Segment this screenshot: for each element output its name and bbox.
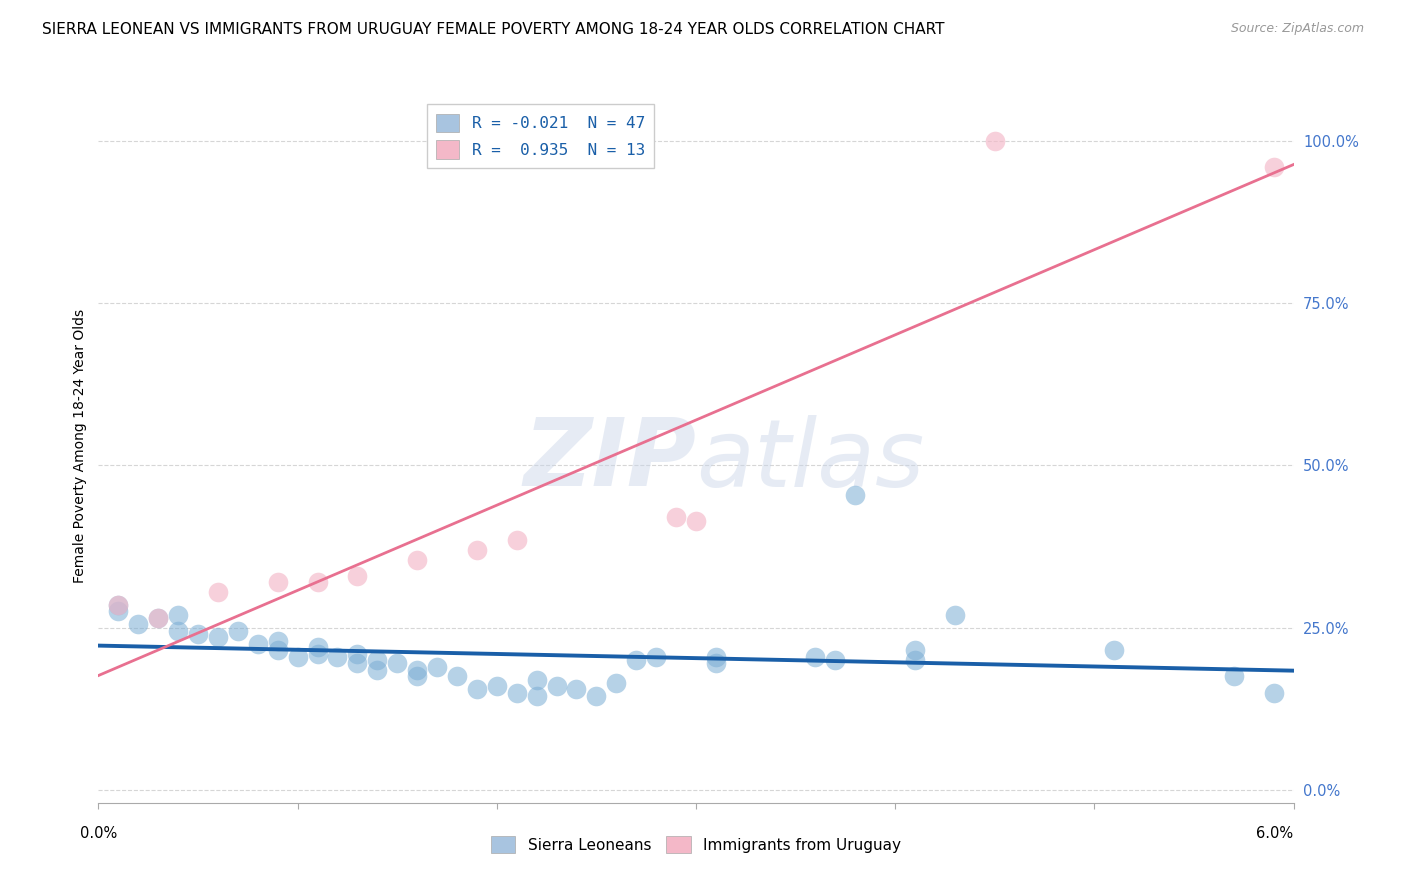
Point	[665, 510, 688, 524]
Point	[366, 663, 388, 677]
Point	[207, 585, 229, 599]
Point	[465, 542, 488, 557]
Point	[385, 657, 409, 671]
Text: 6.0%: 6.0%	[1257, 825, 1294, 840]
Text: ZIP: ZIP	[523, 414, 696, 507]
Point	[307, 647, 329, 661]
Point	[167, 607, 190, 622]
Text: Source: ZipAtlas.com: Source: ZipAtlas.com	[1230, 22, 1364, 36]
Text: SIERRA LEONEAN VS IMMIGRANTS FROM URUGUAY FEMALE POVERTY AMONG 18-24 YEAR OLDS C: SIERRA LEONEAN VS IMMIGRANTS FROM URUGUA…	[42, 22, 945, 37]
Point	[605, 675, 627, 690]
Point	[506, 685, 529, 699]
Point	[426, 659, 449, 673]
Point	[526, 673, 548, 687]
Point	[1223, 669, 1246, 683]
Point	[704, 649, 727, 664]
Point	[326, 649, 349, 664]
Point	[406, 552, 429, 566]
Point	[307, 640, 329, 654]
Point	[1263, 685, 1285, 699]
Text: 0.0%: 0.0%	[80, 825, 117, 840]
Point	[187, 627, 209, 641]
Point	[446, 669, 468, 683]
Point	[506, 533, 529, 547]
Point	[565, 682, 588, 697]
Point	[485, 679, 508, 693]
Point	[585, 689, 607, 703]
Point	[346, 647, 368, 661]
Point	[226, 624, 249, 638]
Point	[406, 669, 429, 683]
Point	[148, 611, 170, 625]
Point	[107, 598, 129, 612]
Point	[267, 633, 290, 648]
Point	[1263, 160, 1285, 174]
Legend: Sierra Leoneans, Immigrants from Uruguay: Sierra Leoneans, Immigrants from Uruguay	[485, 830, 907, 859]
Point	[904, 643, 927, 657]
Point	[685, 514, 707, 528]
Point	[824, 653, 846, 667]
Point	[904, 653, 927, 667]
Point	[844, 488, 866, 502]
Point	[148, 611, 170, 625]
Point	[107, 604, 129, 618]
Point	[267, 575, 290, 590]
Point	[287, 649, 309, 664]
Point	[246, 637, 269, 651]
Point	[704, 657, 727, 671]
Point	[127, 617, 149, 632]
Point	[346, 657, 368, 671]
Point	[167, 624, 190, 638]
Text: atlas: atlas	[696, 415, 924, 506]
Point	[526, 689, 548, 703]
Point	[546, 679, 568, 693]
Point	[645, 649, 668, 664]
Point	[107, 598, 129, 612]
Point	[465, 682, 488, 697]
Point	[366, 653, 388, 667]
Point	[267, 643, 290, 657]
Point	[406, 663, 429, 677]
Point	[346, 568, 368, 582]
Point	[626, 653, 648, 667]
Y-axis label: Female Poverty Among 18-24 Year Olds: Female Poverty Among 18-24 Year Olds	[73, 309, 87, 583]
Point	[984, 134, 1007, 148]
Point	[307, 575, 329, 590]
Point	[1104, 643, 1126, 657]
Point	[943, 607, 966, 622]
Point	[804, 649, 827, 664]
Point	[207, 631, 229, 645]
